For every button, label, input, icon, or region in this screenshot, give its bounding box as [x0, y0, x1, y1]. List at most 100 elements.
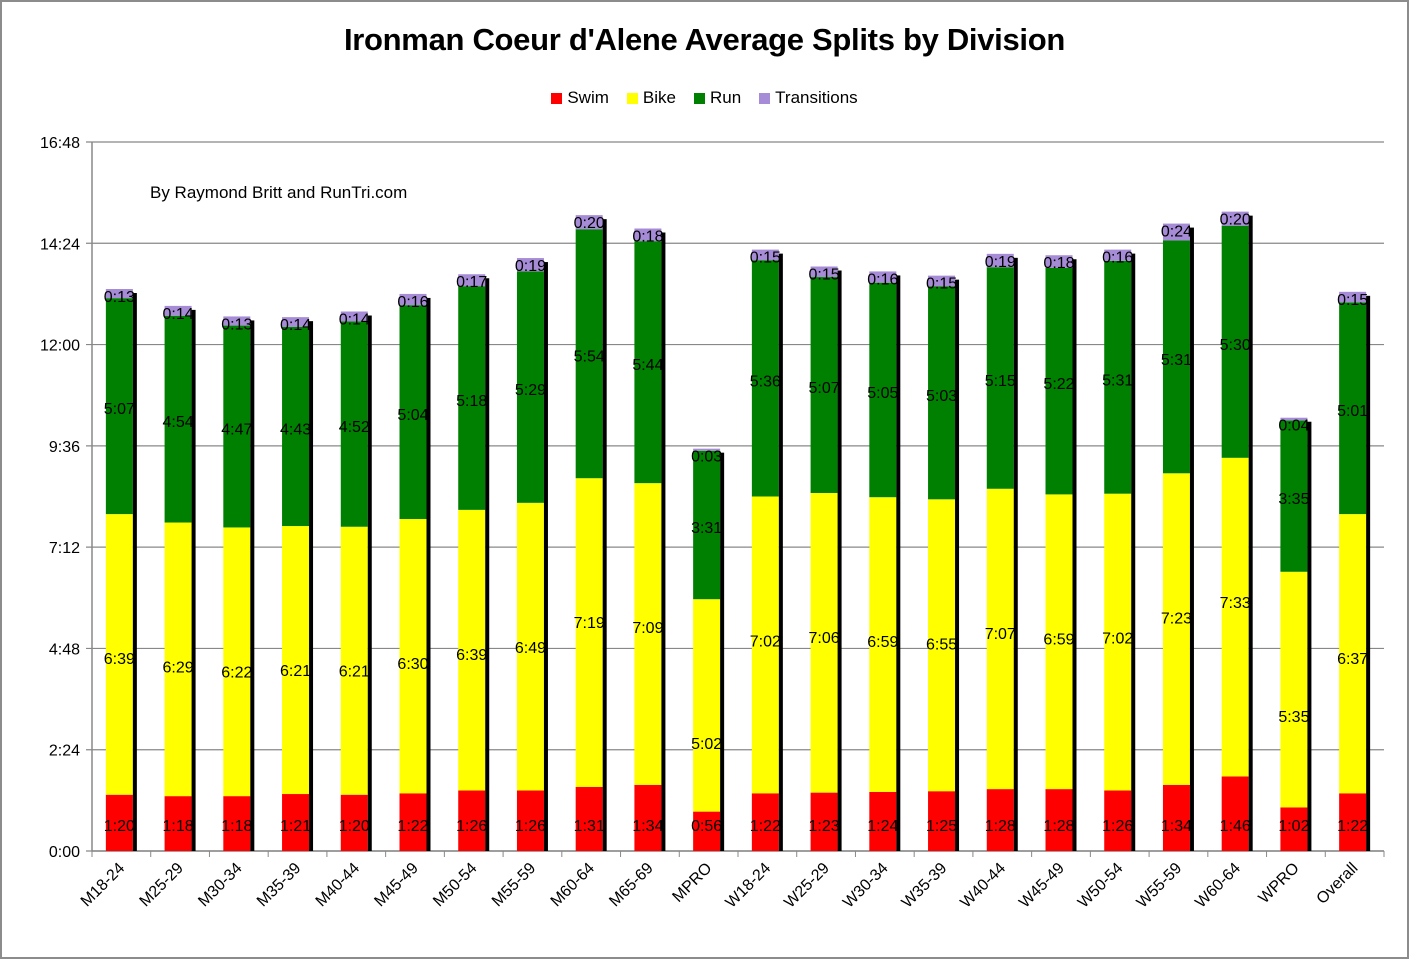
bar-swim	[105, 794, 133, 851]
data-label-bike: 6:22	[221, 664, 252, 681]
data-label-run: 5:04	[397, 407, 428, 424]
x-category-label: M45-49	[371, 860, 421, 910]
bar-swim	[399, 793, 427, 851]
bar-swim	[164, 796, 192, 851]
data-label-run: 5:22	[1043, 376, 1074, 393]
bar-run	[1339, 302, 1367, 515]
data-label-run: 4:52	[339, 419, 370, 436]
bar-run	[223, 325, 251, 528]
data-label-bike: 6:37	[1337, 651, 1368, 668]
data-label-swim: 1:28	[1043, 818, 1074, 835]
x-category-label: Overall	[1314, 860, 1362, 908]
bar-shadow	[426, 297, 431, 851]
legend-swatch	[551, 92, 563, 104]
bar-swim	[1045, 789, 1073, 851]
credit-annotation: By Raymond Britt and RunTri.com	[150, 183, 407, 202]
x-category-label: W50-54	[1075, 860, 1127, 912]
data-label-transitions: 0:18	[1043, 255, 1074, 272]
data-label-run: 4:47	[221, 422, 252, 439]
data-label-bike: 7:02	[750, 634, 781, 651]
bar-transitions	[340, 311, 368, 322]
bar-shadow	[1248, 215, 1253, 852]
data-label-bike: 6:21	[280, 663, 311, 680]
data-label-transitions: 0:15	[809, 266, 840, 283]
bar-shadow	[250, 320, 255, 851]
x-category-label: M25-29	[137, 860, 187, 910]
x-category-label: M35-39	[254, 860, 304, 910]
bar-bike	[516, 502, 544, 791]
bar-bike	[1162, 473, 1190, 785]
bar-swim	[869, 791, 897, 851]
data-label-swim: 1:21	[280, 818, 311, 835]
bar-shadow	[720, 452, 725, 851]
data-label-bike: 7:23	[1161, 610, 1192, 627]
bar-run	[340, 321, 368, 527]
data-label-bike: 6:59	[1043, 631, 1074, 648]
data-label-swim: 1:22	[397, 818, 428, 835]
data-label-swim: 1:20	[339, 818, 370, 835]
legend-label: Transitions	[775, 88, 858, 107]
bar-shadow	[1072, 259, 1077, 851]
data-label-swim: 1:31	[574, 818, 605, 835]
data-label-run: 5:01	[1337, 403, 1368, 420]
bar-transitions	[458, 274, 486, 287]
legend-swatch	[693, 92, 705, 104]
y-tick-label: 12:00	[40, 338, 80, 355]
bar-shadow	[543, 262, 548, 852]
bar-bike	[928, 499, 956, 792]
bar-bike	[458, 509, 486, 791]
bar-swim	[223, 796, 251, 851]
data-label-transitions: 0:16	[1102, 250, 1133, 267]
data-label-run: 5:36	[750, 373, 781, 390]
data-label-run: 3:35	[1278, 491, 1309, 508]
data-label-transitions: 0:20	[574, 215, 605, 232]
y-tick-label: 16:48	[40, 135, 80, 152]
bar-bike	[1339, 514, 1367, 794]
bar-bike	[693, 599, 721, 812]
data-label-run: 3:31	[691, 520, 722, 537]
data-label-transitions: 0:03	[691, 449, 722, 466]
bar-swim	[458, 790, 486, 851]
bar-run	[1162, 240, 1190, 474]
data-label-swim: 1:23	[809, 818, 840, 835]
bar-shadow	[1366, 295, 1371, 851]
data-label-swim: 1:26	[456, 818, 487, 835]
bar-transitions	[105, 289, 133, 299]
bar-bike	[810, 492, 838, 793]
bar-run	[1045, 267, 1073, 495]
bar-bike	[1104, 493, 1132, 791]
data-label-run: 5:30	[1220, 337, 1251, 354]
bar-swim	[340, 794, 368, 851]
data-label-bike: 7:33	[1220, 595, 1251, 612]
x-category-label: MPRO	[670, 860, 716, 906]
bar-transitions	[1045, 255, 1073, 268]
legend-swatch	[759, 92, 771, 104]
data-label-transitions: 0:19	[515, 258, 546, 275]
data-label-transitions: 0:13	[104, 289, 135, 306]
bar-run	[282, 326, 310, 527]
bar-transitions	[634, 228, 662, 242]
bar-run	[986, 267, 1014, 489]
data-label-run: 5:29	[515, 382, 546, 399]
data-label-transitions: 0:15	[926, 276, 957, 293]
x-category-label: M18-24	[78, 860, 128, 910]
data-label-transitions: 0:13	[221, 316, 252, 333]
data-label-bike: 6:30	[397, 656, 428, 673]
bar-swim	[1162, 784, 1190, 851]
legend-item-bike: Bike	[626, 88, 676, 108]
y-tick-label: 7:12	[49, 540, 80, 557]
bar-shadow	[1013, 257, 1018, 851]
bar-shadow	[955, 279, 960, 851]
data-label-bike: 6:39	[456, 647, 487, 664]
legend-label: Swim	[567, 88, 609, 107]
x-category-label: M50-54	[430, 860, 480, 910]
data-label-bike: 6:21	[339, 664, 370, 681]
bar-bike	[869, 497, 897, 792]
x-category-label: W25-29	[781, 860, 833, 912]
bar-transitions	[164, 305, 192, 316]
bar-transitions	[751, 249, 779, 261]
bar-swim	[810, 792, 838, 851]
data-label-transitions: 0:20	[1220, 212, 1251, 229]
data-label-transitions: 0:14	[280, 317, 311, 334]
bar-transitions	[1280, 417, 1308, 421]
